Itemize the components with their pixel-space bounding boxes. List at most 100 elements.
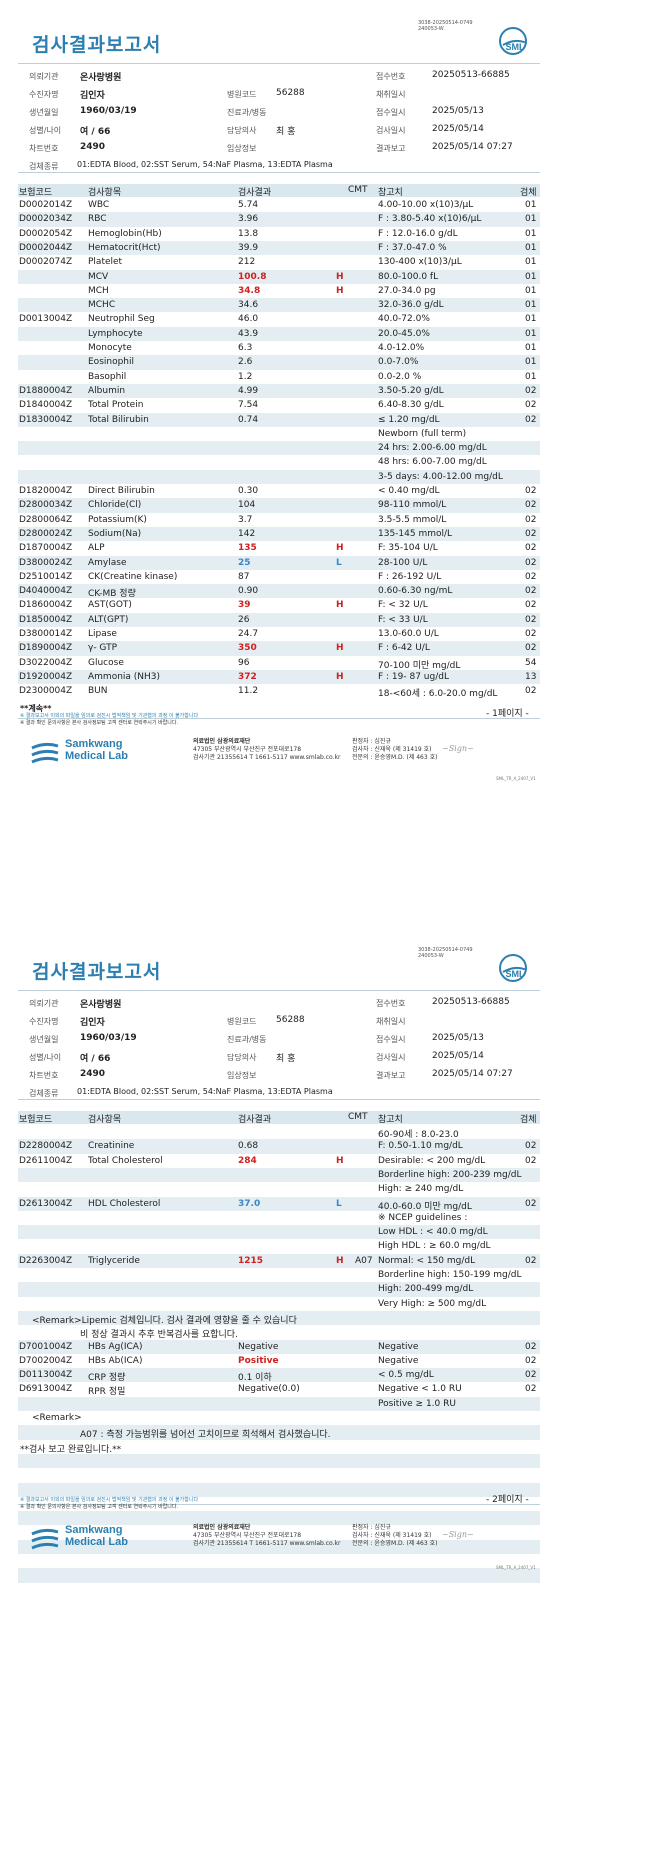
specimen-code: 02 bbox=[525, 514, 537, 525]
reference-range: F : 12.0-16.0 g/dL bbox=[378, 228, 458, 239]
reference-range: 130-400 x(10)3/μL bbox=[378, 257, 462, 268]
table-row: D0002014Z WBC 5.74 4.00-10.00 x(10)3/μL 01 bbox=[18, 198, 540, 212]
test-code: D1880004Z bbox=[19, 385, 73, 396]
remark-remark1b: 비 정상 결과시 추후 반복검사를 요합니다. bbox=[80, 1330, 238, 1341]
test-code: D1890004Z bbox=[19, 643, 73, 654]
test-name: HBs Ab(ICA) bbox=[88, 1355, 143, 1366]
table-row: D1820004Z Direct Bilirubin 0.30 < 0.40 mg/d… bbox=[18, 484, 540, 498]
form-version: SML_TR_A_2407_V1 bbox=[496, 1565, 536, 1570]
samkwang-logo-icon bbox=[30, 738, 60, 768]
label-receipt-date: 접수일시 bbox=[376, 1035, 406, 1044]
report-title: 검사결과보고서 bbox=[32, 34, 162, 56]
reference-range: 3.5-5.5 mmol/L bbox=[378, 514, 447, 525]
label-draw-date: 채취일시 bbox=[376, 1017, 406, 1026]
test-result: 3.96 bbox=[238, 214, 259, 225]
label-dob: 생년월일 bbox=[29, 108, 59, 117]
table-row: High: ≥ 240 mg/dL bbox=[18, 1182, 540, 1196]
info-row-specimen: 검체종류 01:EDTA Blood, 02:SST Serum, 54:NaF … bbox=[18, 1083, 540, 1101]
logo-name-2: Medical Lab bbox=[65, 750, 128, 762]
specimen-code: 13 bbox=[525, 671, 537, 682]
value-org: 온사랑병원 bbox=[80, 73, 122, 83]
info-divider bbox=[18, 1099, 540, 1100]
specimen-code: 02 bbox=[525, 1155, 537, 1166]
table-row: Low HDL : < 40.0 mg/dL bbox=[18, 1225, 540, 1240]
specimen-code: 01 bbox=[525, 314, 537, 325]
test-code: D0002044Z bbox=[19, 242, 73, 253]
specimen-code: 01 bbox=[525, 371, 537, 382]
test-result: 43.9 bbox=[238, 328, 259, 339]
test-code: D2263004Z bbox=[19, 1255, 73, 1266]
specimen-code: 54 bbox=[525, 657, 537, 668]
test-result: 1215 bbox=[238, 1255, 264, 1266]
specimen-code: 02 bbox=[525, 614, 537, 625]
test-name: Potassium(K) bbox=[88, 514, 147, 525]
test-name: Hematocrit(Hct) bbox=[88, 242, 161, 253]
test-code: D4040004Z bbox=[19, 586, 73, 597]
test-code: D0013004Z bbox=[19, 314, 73, 325]
staff-staff2: 검사자 : 신재욱 (제 31419 호) bbox=[352, 1532, 432, 1539]
remark-remark2a: <Remark> bbox=[32, 1413, 82, 1423]
table-row: <Remark>Lipemic 검체입니다. 검사 결과에 영향을 줄 수 있습… bbox=[18, 1310, 540, 1326]
result-flag: H bbox=[336, 643, 344, 654]
label-org: 의뢰기관 bbox=[29, 999, 59, 1008]
info-row: 차트번호 2490 임상정보 결과보고 2025/05/14 07:27 bbox=[18, 1065, 540, 1083]
table-row: D3800024Z Amylase 25 L 28-100 U/L 02 bbox=[18, 555, 540, 570]
label-receipt-date: 접수일시 bbox=[376, 108, 406, 117]
test-result: 87 bbox=[238, 571, 250, 582]
logo-name-1: Samkwang bbox=[65, 738, 123, 750]
specimen-code: 02 bbox=[525, 385, 537, 396]
specimen-code: 02 bbox=[525, 571, 537, 582]
remark-done: **검사 보고 완료입니다.** bbox=[20, 1444, 122, 1455]
value-receipt-date: 2025/05/13 bbox=[432, 106, 484, 116]
lab-contact: 검사기관 21355614 T 1661-5117 www.smlab.co.k… bbox=[193, 1540, 341, 1547]
report-id-code: 3038-20250514-0749 240053-W bbox=[418, 20, 473, 32]
result-flag: H bbox=[336, 1155, 344, 1166]
test-code: D6913004Z bbox=[19, 1384, 73, 1395]
table-row: Monocyte 6.3 4.0-12.0% 01 bbox=[18, 341, 540, 355]
label-doctor: 담당의사 bbox=[227, 126, 257, 135]
result-flag: H bbox=[336, 671, 344, 682]
test-result: 34.8 bbox=[238, 285, 261, 296]
test-result: 142 bbox=[238, 528, 256, 539]
test-name: RPR 정밀 bbox=[88, 1387, 126, 1398]
test-code: D0002014Z bbox=[19, 200, 73, 210]
table-row: D1880004Z Albumin 4.99 3.50-5.20 g/dL 02 bbox=[18, 383, 540, 399]
reference-range: 98-110 mmol/L bbox=[378, 500, 447, 511]
specimen-code: 02 bbox=[525, 1384, 537, 1395]
reference-range: Positive ≥ 1.0 RU bbox=[378, 1398, 456, 1409]
test-result: Positive bbox=[238, 1355, 279, 1366]
result-comment: A07 bbox=[355, 1255, 373, 1266]
specimen-code: 02 bbox=[525, 629, 537, 639]
test-name: CK-MB 정량 bbox=[88, 589, 136, 600]
table-row-empty bbox=[18, 1568, 540, 1583]
lab-info: 의료법인 삼광의료재단 47305 부산광역시 부산진구 전포대로178 검사기관 … bbox=[193, 738, 340, 762]
logo-name-2: Medical Lab bbox=[65, 1536, 128, 1548]
col-header-ref: 참고치 bbox=[378, 1115, 403, 1125]
test-name: Creatinine bbox=[88, 1141, 135, 1152]
notice-line-2: ※ 결과 확인 문의사항은 본사 검사정보팀 고객 센터로 연락주시기 바랍니다… bbox=[20, 720, 179, 726]
label-clinical: 임상정보 bbox=[227, 144, 257, 153]
specimen-code: 01 bbox=[525, 214, 537, 225]
test-name: Total Cholesterol bbox=[88, 1155, 163, 1166]
notice-line-2: ※ 결과 확인 문의사항은 본사 검사정보팀 고객 센터로 연락주시기 바랍니다… bbox=[20, 1504, 179, 1510]
specimen-code: 02 bbox=[525, 1255, 537, 1266]
report-id-line2: 240053-W bbox=[418, 26, 444, 32]
value-report-date: 2025/05/14 07:27 bbox=[432, 142, 513, 152]
specimen-code: 02 bbox=[525, 528, 537, 539]
test-result: 3.7 bbox=[238, 514, 253, 525]
value-patient: 김인자 bbox=[80, 1018, 105, 1028]
test-name: WBC bbox=[88, 200, 110, 210]
reference-range: F : 37.0-47.0 % bbox=[378, 242, 447, 253]
reference-range: < 0.5 mg/dL bbox=[378, 1370, 434, 1381]
test-result: 284 bbox=[238, 1155, 257, 1166]
table-row: D1870004Z ALP 135 H F: 35-104 U/L 02 bbox=[18, 541, 540, 555]
test-result: 34.6 bbox=[238, 300, 259, 311]
test-result: 1.2 bbox=[238, 371, 253, 382]
test-result: 350 bbox=[238, 643, 257, 654]
label-test-date: 검사일시 bbox=[376, 1053, 406, 1062]
reference-range: High: ≥ 240 mg/dL bbox=[378, 1184, 464, 1195]
reference-range: 0.0-7.0% bbox=[378, 357, 419, 368]
staff-staff3: 전문의 : 윤승영M.D. (제 463 호) bbox=[352, 754, 438, 761]
header-divider bbox=[18, 63, 540, 64]
table-row: 24 hrs: 2.00-6.00 mg/dL bbox=[18, 441, 540, 456]
